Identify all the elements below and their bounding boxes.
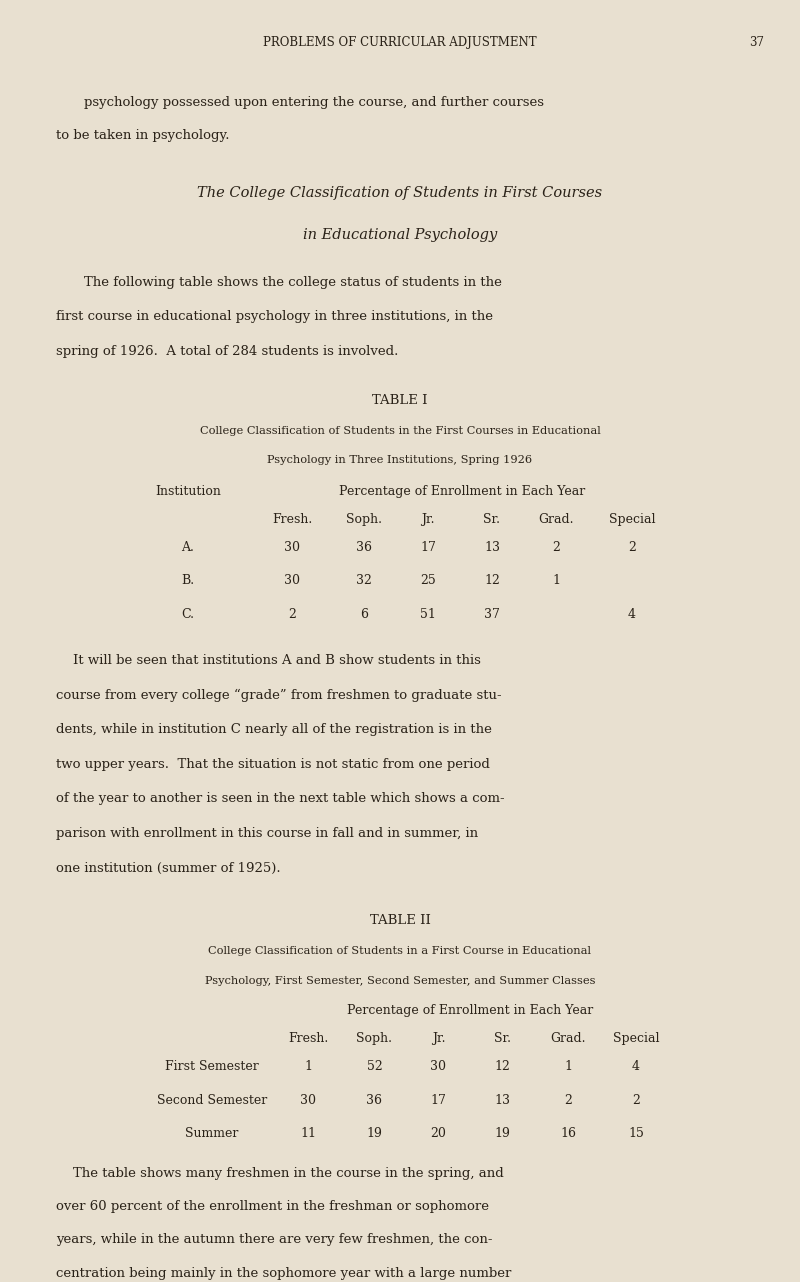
- Text: 4: 4: [628, 608, 636, 620]
- Text: parison with enrollment in this course in fall and in summer, in: parison with enrollment in this course i…: [56, 827, 478, 840]
- Text: 13: 13: [494, 1094, 510, 1106]
- Text: College Classification of Students in a First Course in Educational: College Classification of Students in a …: [209, 946, 591, 956]
- Text: 25: 25: [420, 574, 436, 587]
- Text: 12: 12: [484, 574, 500, 587]
- Text: 1: 1: [304, 1060, 312, 1073]
- Text: 30: 30: [284, 541, 300, 554]
- Text: 1: 1: [552, 574, 560, 587]
- Text: 13: 13: [484, 541, 500, 554]
- Text: Grad.: Grad.: [538, 513, 574, 526]
- Text: 52: 52: [366, 1060, 382, 1073]
- Text: 2: 2: [632, 1094, 640, 1106]
- Text: 17: 17: [420, 541, 436, 554]
- Text: 2: 2: [628, 541, 636, 554]
- Text: B.: B.: [182, 574, 194, 587]
- Text: 1: 1: [564, 1060, 572, 1073]
- Text: The table shows many freshmen in the course in the spring, and: The table shows many freshmen in the cou…: [56, 1167, 504, 1179]
- Text: College Classification of Students in the First Courses in Educational: College Classification of Students in th…: [200, 426, 600, 436]
- Text: C.: C.: [182, 608, 194, 620]
- Text: Special: Special: [613, 1032, 659, 1045]
- Text: The following table shows the college status of students in the: The following table shows the college st…: [84, 276, 502, 288]
- Text: Sr.: Sr.: [494, 1032, 511, 1045]
- Text: Special: Special: [609, 513, 655, 526]
- Text: 11: 11: [300, 1127, 316, 1140]
- Text: 19: 19: [494, 1127, 510, 1140]
- Text: course from every college “grade” from freshmen to graduate stu-: course from every college “grade” from f…: [56, 688, 502, 701]
- Text: 20: 20: [430, 1127, 446, 1140]
- Text: Percentage of Enrollment in Each Year: Percentage of Enrollment in Each Year: [347, 1004, 594, 1017]
- Text: 30: 30: [430, 1060, 446, 1073]
- Text: Institution: Institution: [155, 485, 221, 497]
- Text: of the year to another is seen in the next table which shows a com-: of the year to another is seen in the ne…: [56, 792, 505, 805]
- Text: 15: 15: [628, 1127, 644, 1140]
- Text: Jr.: Jr.: [422, 513, 434, 526]
- Text: 36: 36: [366, 1094, 382, 1106]
- Text: The College Classification of Students in First Courses: The College Classification of Students i…: [198, 186, 602, 200]
- Text: TABLE I: TABLE I: [372, 394, 428, 406]
- Text: Jr.: Jr.: [432, 1032, 445, 1045]
- Text: Percentage of Enrollment in Each Year: Percentage of Enrollment in Each Year: [339, 485, 586, 497]
- Text: First Semester: First Semester: [165, 1060, 259, 1073]
- Text: 19: 19: [366, 1127, 382, 1140]
- Text: Soph.: Soph.: [357, 1032, 393, 1045]
- Text: 30: 30: [284, 574, 300, 587]
- Text: Second Semester: Second Semester: [157, 1094, 267, 1106]
- Text: centration being mainly in the sophomore year with a large number: centration being mainly in the sophomore…: [56, 1267, 511, 1279]
- Text: Psychology, First Semester, Second Semester, and Summer Classes: Psychology, First Semester, Second Semes…: [205, 976, 595, 986]
- Text: Fresh.: Fresh.: [288, 1032, 328, 1045]
- Text: 4: 4: [632, 1060, 640, 1073]
- Text: 2: 2: [288, 608, 296, 620]
- Text: 6: 6: [360, 608, 368, 620]
- Text: to be taken in psychology.: to be taken in psychology.: [56, 129, 230, 142]
- Text: Soph.: Soph.: [346, 513, 382, 526]
- Text: Summer: Summer: [186, 1127, 238, 1140]
- Text: in Educational Psychology: in Educational Psychology: [303, 228, 497, 242]
- Text: years, while in the autumn there are very few freshmen, the con-: years, while in the autumn there are ver…: [56, 1233, 493, 1246]
- Text: one institution (summer of 1925).: one institution (summer of 1925).: [56, 862, 281, 874]
- Text: dents, while in institution C nearly all of the registration is in the: dents, while in institution C nearly all…: [56, 723, 492, 736]
- Text: 37: 37: [749, 36, 764, 49]
- Text: first course in educational psychology in three institutions, in the: first course in educational psychology i…: [56, 310, 493, 323]
- Text: 37: 37: [484, 608, 500, 620]
- Text: over 60 percent of the enrollment in the freshman or sophomore: over 60 percent of the enrollment in the…: [56, 1200, 489, 1213]
- Text: Psychology in Three Institutions, Spring 1926: Psychology in Three Institutions, Spring…: [267, 455, 533, 465]
- Text: 36: 36: [356, 541, 372, 554]
- Text: TABLE II: TABLE II: [370, 914, 430, 927]
- Text: Sr.: Sr.: [483, 513, 501, 526]
- Text: 12: 12: [494, 1060, 510, 1073]
- Text: PROBLEMS OF CURRICULAR ADJUSTMENT: PROBLEMS OF CURRICULAR ADJUSTMENT: [263, 36, 537, 49]
- Text: 17: 17: [430, 1094, 446, 1106]
- Text: A.: A.: [182, 541, 194, 554]
- Text: 2: 2: [552, 541, 560, 554]
- Text: Grad.: Grad.: [550, 1032, 586, 1045]
- Text: two upper years.  That the situation is not static from one period: two upper years. That the situation is n…: [56, 758, 490, 770]
- Text: It will be seen that institutions A and B show students in this: It will be seen that institutions A and …: [56, 654, 481, 667]
- Text: Fresh.: Fresh.: [272, 513, 312, 526]
- Text: psychology possessed upon entering the course, and further courses: psychology possessed upon entering the c…: [84, 96, 544, 109]
- Text: 16: 16: [560, 1127, 576, 1140]
- Text: 30: 30: [300, 1094, 316, 1106]
- Text: 2: 2: [564, 1094, 572, 1106]
- Text: 51: 51: [420, 608, 436, 620]
- Text: spring of 1926.  A total of 284 students is involved.: spring of 1926. A total of 284 students …: [56, 345, 398, 358]
- Text: 32: 32: [356, 574, 372, 587]
